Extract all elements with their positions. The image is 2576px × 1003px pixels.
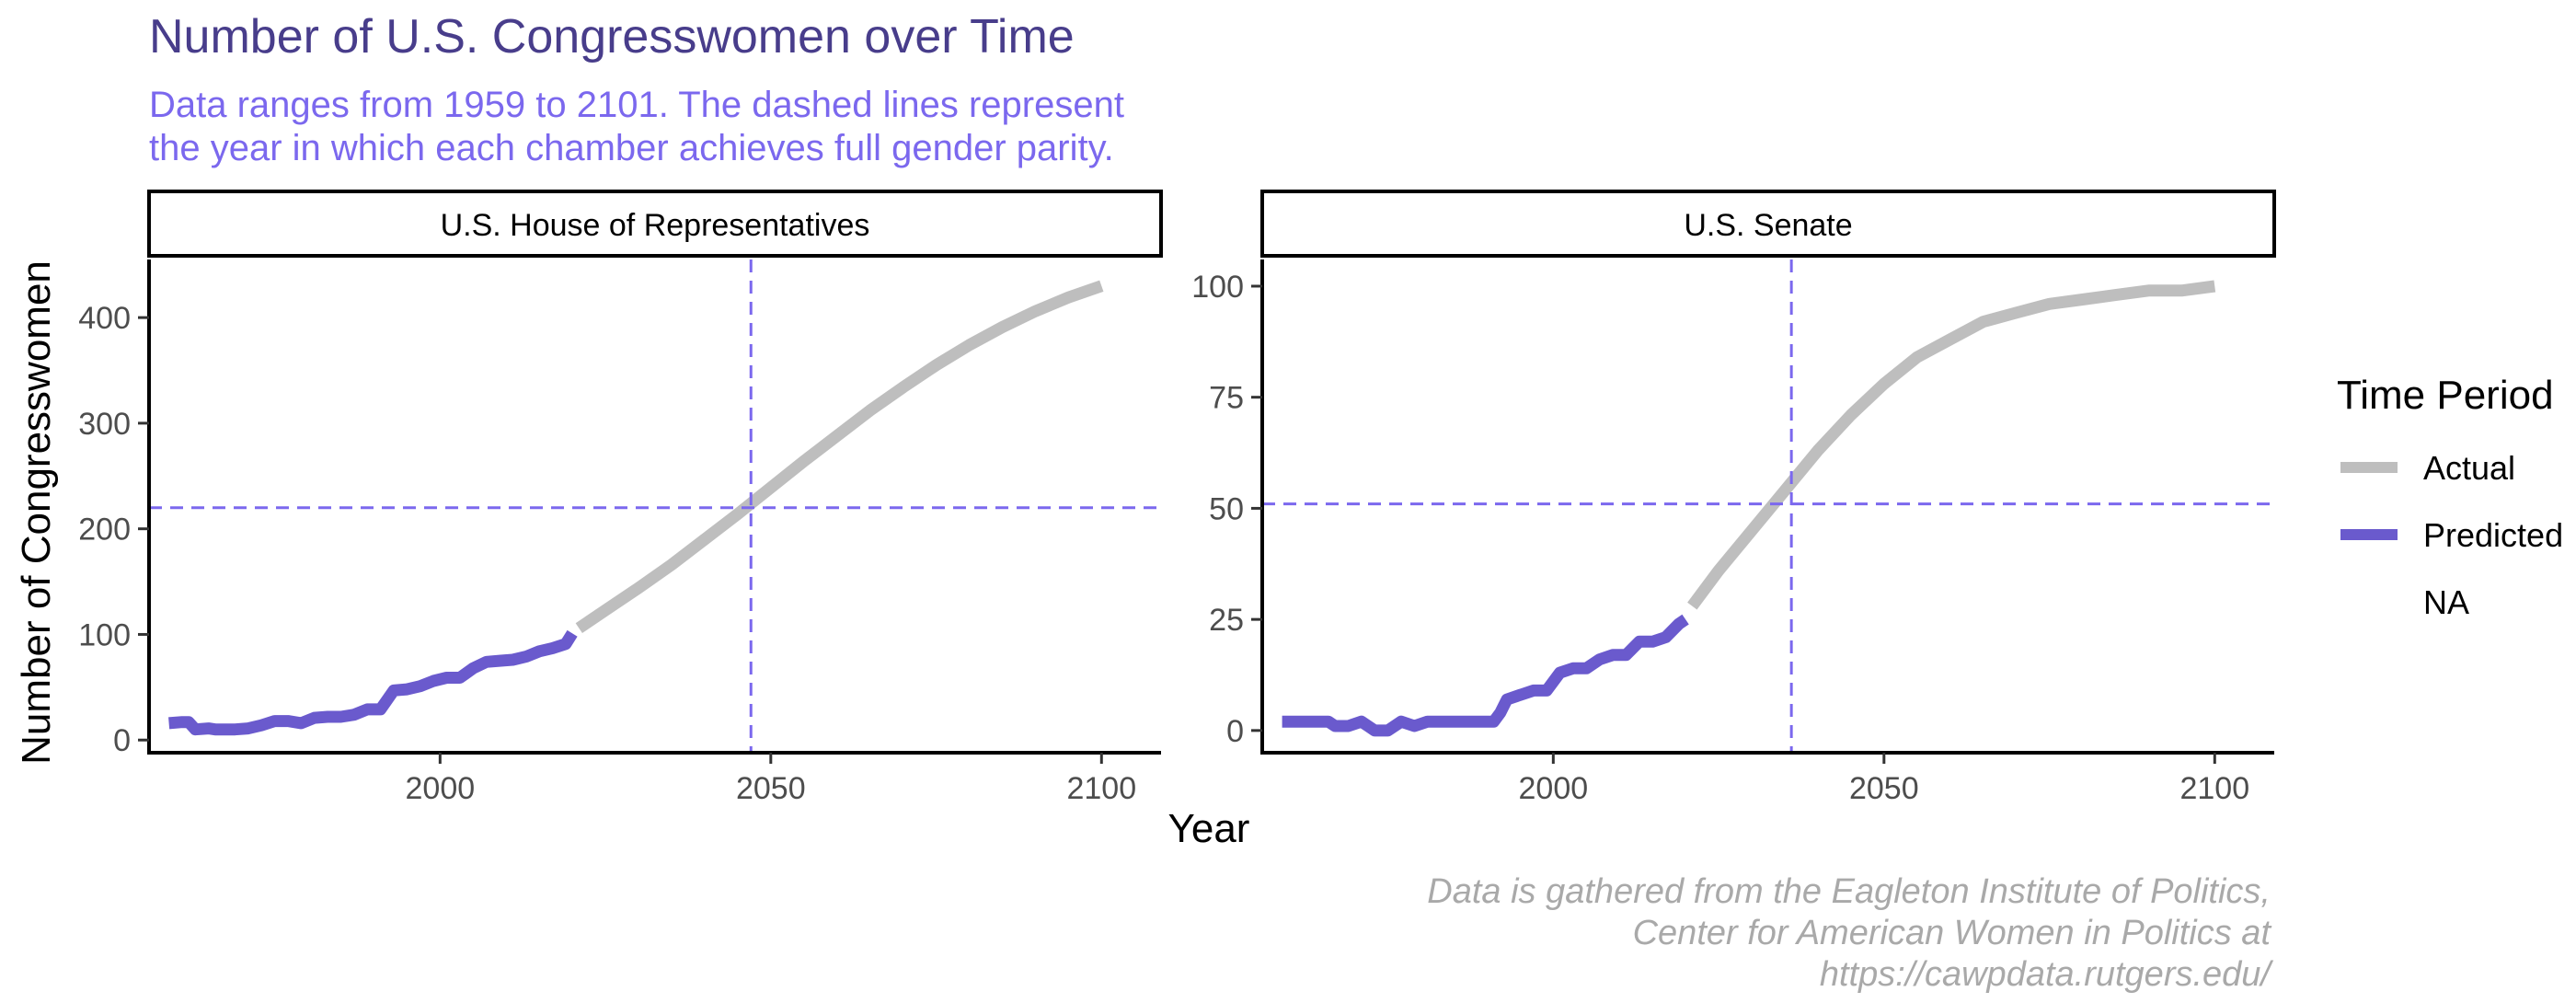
x-tick-label: 2100 — [2179, 771, 2249, 806]
y-tick-label: 0 — [113, 723, 131, 758]
panel-strip: U.S. Senate — [1260, 190, 2276, 258]
caption-line-2: Center for American Women in Politics at — [1633, 914, 2272, 952]
x-axis-label: Year — [1168, 806, 1250, 851]
series-line-actual — [575, 280, 1104, 633]
caption-line-3: https://cawpdata.rutgers.edu/ — [1820, 955, 2274, 994]
caption-line-1: Data is gathered from the Eagleton Insti… — [1427, 872, 2271, 911]
x-tick-label: 2050 — [736, 771, 806, 806]
panel-strip-box — [147, 190, 1163, 258]
legend: Time Period Actual Predicted NA — [2337, 373, 2563, 621]
series-line-actual — [1687, 280, 2216, 610]
chart-title: Number of U.S. Congresswomen over Time — [149, 10, 1075, 63]
y-tick-label: 75 — [1209, 381, 1244, 416]
panel-senate: U.S. Senate 0 25 50 75 100 2000 2050 2100 — [1191, 190, 2276, 806]
y-tick-label: 400 — [78, 301, 131, 336]
y-axis-label: Number of Congresswomen — [14, 260, 59, 765]
x-tick-label: 2050 — [1849, 771, 1919, 806]
x-tick-label: 2000 — [1519, 771, 1589, 806]
panel-strip: U.S. House of Representatives — [147, 190, 1163, 258]
legend-label-na: NA — [2423, 583, 2469, 621]
series-line-predicted — [1282, 614, 1689, 737]
y-tick-label: 50 — [1209, 491, 1244, 526]
series-line-predicted — [168, 629, 578, 736]
chart-subtitle-line-2: the year in which each chamber achieves … — [149, 128, 1114, 168]
y-tick-label: 300 — [78, 407, 131, 442]
legend-label-predicted: Predicted — [2423, 516, 2563, 554]
x-tick-label: 2100 — [1066, 771, 1136, 806]
legend-label-actual: Actual — [2423, 449, 2515, 487]
y-tick-label: 200 — [78, 513, 131, 548]
y-tick-label: 0 — [1226, 714, 1244, 749]
panel-house: U.S. House of Representatives 0 100 200 300 4… — [78, 190, 1163, 806]
panel-strip-label: U.S. Senate — [1684, 208, 1852, 243]
y-tick-label: 25 — [1209, 603, 1244, 638]
x-tick-label: 2000 — [406, 771, 476, 806]
chart-subtitle-line-1: Data ranges from 1959 to 2101. The dashe… — [149, 85, 1124, 125]
y-tick-label: 100 — [1191, 270, 1244, 305]
legend-title: Time Period — [2337, 373, 2554, 418]
panel-strip-label: U.S. House of Representatives — [441, 208, 870, 243]
panel-strip-box — [1260, 190, 2276, 258]
y-tick-label: 100 — [78, 617, 131, 652]
